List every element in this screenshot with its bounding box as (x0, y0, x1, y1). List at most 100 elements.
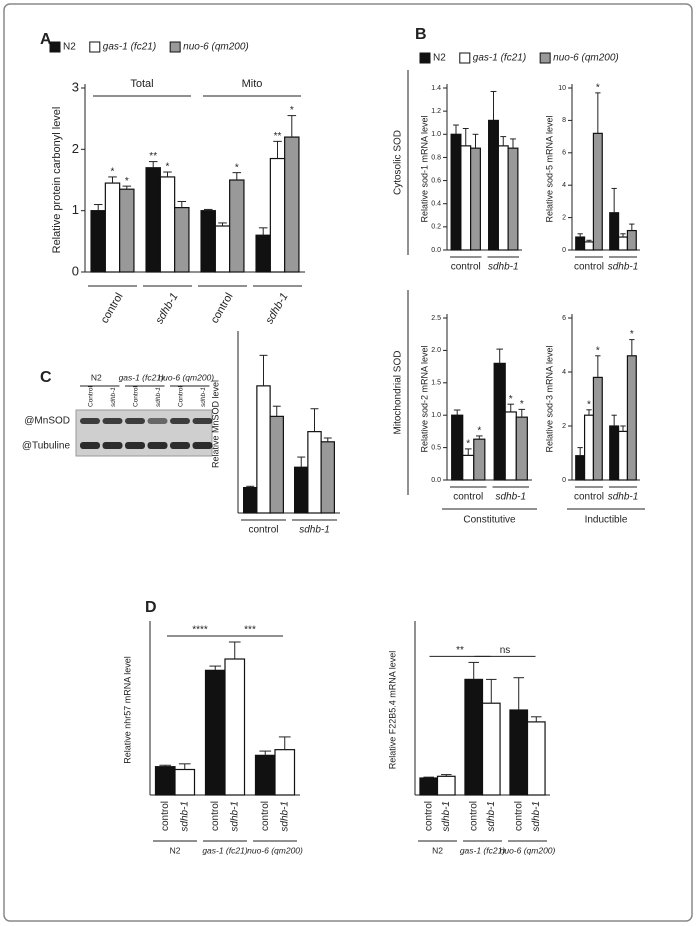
y-tick-label: 6 (562, 315, 566, 322)
blot-band (147, 442, 168, 449)
y-tick-label: 2 (72, 141, 79, 156)
group-label: Mito (242, 78, 263, 90)
bar (507, 147, 519, 251)
y-tick-label: 0.0 (431, 247, 441, 254)
significance: * (477, 426, 481, 437)
bar (451, 414, 464, 481)
y-axis-label: Relative sod-5 mRNA level (544, 115, 554, 222)
blot-row-label: @Tubuline (22, 441, 71, 452)
significance: ** (274, 131, 282, 142)
bar (470, 147, 481, 251)
x-tick-label: sdhb-1 (153, 291, 180, 326)
x-tick-label: sdhb-1 (488, 262, 519, 273)
strain-label: nuo-6 (qm200) (158, 372, 214, 382)
blot-band (125, 418, 145, 424)
lane-label: Control (178, 385, 185, 407)
bar (119, 188, 135, 273)
bar (462, 454, 475, 481)
x-tick-label: sdhb-1 (608, 492, 639, 503)
bar (204, 669, 226, 796)
bar (450, 133, 462, 251)
significance: * (509, 394, 513, 405)
y-tick-label: 0.4 (431, 201, 441, 208)
legend-swatch (419, 52, 431, 64)
western-blot (75, 409, 213, 457)
legend-swatch (539, 52, 551, 64)
bar-label: sdhb-1 (441, 801, 452, 832)
significance: *** (244, 625, 256, 636)
y-axis-label: Relative MnSOD level (210, 380, 220, 468)
bar (609, 212, 620, 251)
y-tick-label: 2 (562, 214, 566, 221)
section-label: Cytosolic SOD (393, 130, 404, 195)
blot-band (102, 442, 123, 449)
significance: * (630, 329, 634, 340)
significance: ** (149, 151, 157, 162)
bar (488, 119, 499, 251)
bar-label: control (260, 801, 271, 831)
lane-label: sdhb-1 (155, 387, 162, 407)
bar (460, 145, 472, 251)
y-tick-label: 0.5 (431, 444, 441, 451)
blot-band (192, 442, 213, 449)
x-tick-label: control (209, 291, 236, 326)
y-tick-label: 1.0 (431, 412, 441, 419)
panel-label: C (40, 369, 52, 386)
blot-row-label: @MnSOD (24, 416, 70, 427)
bar-label: control (160, 801, 171, 831)
significance: * (166, 162, 170, 173)
x-tick-label: control (574, 492, 604, 503)
bar (90, 210, 106, 273)
bar (481, 702, 501, 796)
bar (145, 167, 161, 273)
strain-label: gas-1 (fc21) (119, 372, 165, 382)
blot-band (147, 418, 168, 424)
lane-label: Control (133, 385, 140, 407)
bar (626, 355, 637, 481)
bar (174, 207, 190, 273)
y-tick-label: 0 (562, 477, 566, 484)
y-tick-label: 8 (562, 117, 566, 124)
bar (609, 425, 620, 481)
bar (515, 416, 528, 481)
x-tick-label: N2 (170, 845, 181, 855)
significance: * (125, 176, 129, 187)
bar (214, 225, 231, 273)
y-axis-label: Relative F22B5.4 mRNA level (387, 651, 397, 770)
y-axis-label: Relative sod-3 mRNA level (544, 345, 554, 452)
bar (575, 236, 586, 251)
y-tick-label: 0 (72, 263, 79, 278)
bar (159, 176, 176, 273)
panel-label: B (415, 26, 427, 43)
blot-frame (75, 409, 213, 457)
legend-label: nuo-6 (qm200) (553, 53, 619, 64)
x-tick-label: gas-1 (fc21) (460, 845, 506, 855)
y-axis-label: Relative protein carbonyl level (51, 107, 63, 254)
bar (224, 658, 246, 796)
y-tick-label: 0.0 (431, 477, 441, 484)
bar (255, 234, 271, 273)
bar (592, 132, 603, 251)
bar (256, 385, 271, 514)
bar (269, 415, 284, 514)
bar (320, 441, 335, 514)
y-axis-label: Relative sod-1 mRNA level (419, 115, 429, 222)
bar (307, 431, 322, 514)
bar-label: control (468, 801, 479, 831)
bar (473, 438, 486, 481)
y-tick-label: 2 (562, 423, 566, 430)
x-tick-label: nuo-6 (qm200) (247, 845, 303, 855)
x-tick-label: N2 (432, 845, 443, 855)
bar-label: control (210, 801, 221, 831)
significance: * (235, 162, 239, 173)
y-tick-label: 4 (562, 182, 566, 189)
bar (464, 678, 484, 796)
bar (509, 709, 529, 796)
bar (626, 229, 637, 251)
bar (493, 362, 506, 481)
bar (269, 157, 286, 273)
blot-membrane (76, 410, 212, 456)
y-tick-label: 10 (558, 85, 566, 92)
bar (294, 466, 309, 514)
significance: * (587, 399, 591, 410)
